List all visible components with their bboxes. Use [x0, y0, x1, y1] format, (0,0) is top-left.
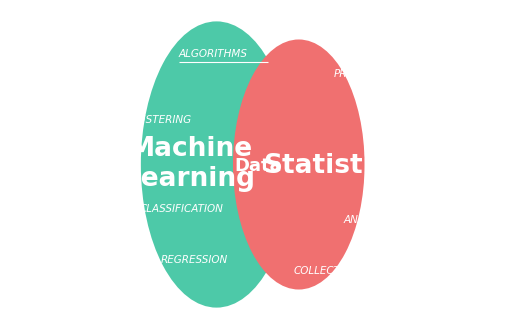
- Text: CLASSIFICATION: CLASSIFICATION: [139, 204, 223, 214]
- Ellipse shape: [233, 39, 365, 290]
- Text: REGRESSION: REGRESSION: [161, 255, 228, 265]
- Text: COLLECT: COLLECT: [294, 266, 341, 276]
- Text: ALGORITHMS: ALGORITHMS: [179, 49, 248, 59]
- Text: Statistics: Statistics: [263, 153, 403, 179]
- Text: Machine
Learning: Machine Learning: [125, 137, 255, 192]
- Text: Data: Data: [235, 157, 283, 175]
- Text: PRESENTATION: PRESENTATION: [333, 69, 411, 79]
- Text: ANALYSE: ANALYSE: [343, 215, 390, 225]
- Ellipse shape: [141, 21, 292, 308]
- Text: CLUSTERING: CLUSTERING: [126, 115, 192, 125]
